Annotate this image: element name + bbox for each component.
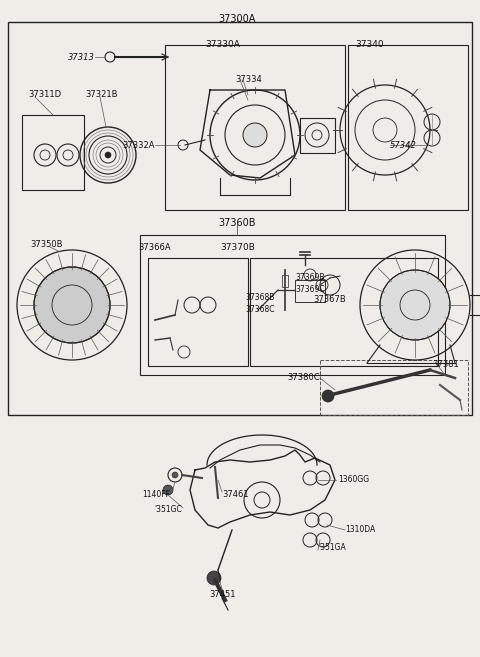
Text: '351GC: '351GC — [154, 505, 182, 514]
Bar — [140, 235, 445, 375]
Text: 37368C: 37368C — [245, 306, 275, 315]
Bar — [250, 258, 438, 366]
Circle shape — [163, 485, 173, 495]
Circle shape — [207, 571, 221, 585]
Bar — [295, 280, 325, 302]
Text: 37369C: 37369C — [295, 284, 324, 294]
Text: 37370B: 37370B — [220, 243, 255, 252]
Text: 37451: 37451 — [210, 590, 236, 599]
Text: 37367B: 37367B — [313, 295, 347, 304]
Bar — [8, 22, 472, 415]
Text: 37330A: 37330A — [205, 40, 240, 49]
Text: 37334: 37334 — [235, 75, 262, 84]
Text: 37360B: 37360B — [218, 218, 256, 228]
Circle shape — [172, 472, 178, 478]
Text: 37380C: 37380C — [288, 373, 320, 382]
Text: 1310DA: 1310DA — [345, 526, 375, 535]
Text: 37313: 37313 — [68, 53, 95, 62]
Text: 37461: 37461 — [222, 490, 249, 499]
Bar — [22, 115, 84, 190]
Text: 37300A: 37300A — [218, 14, 256, 24]
Bar — [300, 118, 335, 153]
Bar — [320, 360, 468, 415]
Bar — [348, 45, 468, 210]
Circle shape — [105, 152, 111, 158]
Circle shape — [34, 267, 110, 343]
Text: 1360GG: 1360GG — [338, 476, 369, 484]
Text: 37381: 37381 — [432, 360, 459, 369]
Bar — [282, 275, 288, 287]
Text: 37340: 37340 — [355, 40, 384, 49]
Bar — [148, 258, 248, 366]
Text: 37311D: 37311D — [28, 90, 61, 99]
Text: 37321B: 37321B — [85, 90, 118, 99]
Text: 57342: 57342 — [390, 141, 417, 150]
Circle shape — [243, 123, 267, 147]
Circle shape — [322, 390, 334, 402]
Bar — [165, 45, 345, 210]
Text: 37332A: 37332A — [122, 141, 155, 150]
Text: 37368B: 37368B — [245, 294, 275, 302]
Text: 1140FF: 1140FF — [142, 490, 170, 499]
Text: '351GA: '351GA — [318, 543, 346, 553]
Text: 37369B: 37369B — [295, 273, 324, 281]
Text: 37350B: 37350B — [30, 240, 62, 249]
Circle shape — [380, 270, 450, 340]
Text: 37366A: 37366A — [139, 243, 171, 252]
